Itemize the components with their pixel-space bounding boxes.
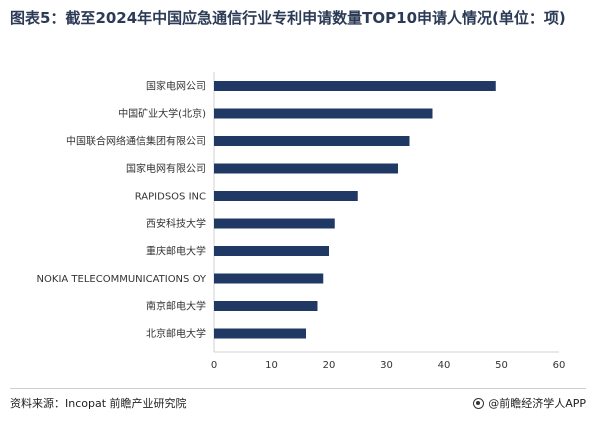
bar (214, 81, 496, 91)
category-label: NOKIA TELECOMMUNICATIONS OY (37, 274, 207, 285)
category-label: 国家电网公司 (146, 80, 206, 93)
bar (214, 136, 410, 146)
bar (214, 163, 398, 174)
footer-divider (10, 388, 586, 389)
bar (214, 191, 358, 201)
bar (214, 108, 433, 119)
category-label: 北京邮电大学 (146, 327, 206, 340)
category-label: 中国联合网络通信集团有限公司 (66, 135, 206, 148)
bar (214, 273, 324, 284)
brand-text: @前瞻经济学人APP (488, 397, 586, 410)
x-tick-label: 10 (265, 360, 278, 371)
bar (214, 301, 318, 311)
bar (214, 218, 335, 229)
category-label: 中国矿业大学(北京) (118, 107, 206, 120)
source-note: 资料来源：Incopat 前瞻产业研究院 (10, 397, 187, 410)
brand-logo-icon (473, 397, 485, 409)
x-tick-label: 0 (211, 360, 217, 371)
x-tick-label: 50 (495, 360, 508, 371)
x-tick-label: 30 (380, 360, 393, 371)
bar (214, 328, 306, 339)
chart-title: 图表5：截至2024年中国应急通信行业专利申请数量TOP10申请人情况(单位：项… (10, 9, 566, 27)
category-label: 国家电网有限公司 (126, 162, 206, 175)
category-label: 西安科技大学 (146, 217, 206, 230)
category-label: 南京邮电大学 (146, 300, 206, 313)
x-tick-label: 60 (553, 360, 566, 371)
brand-credit: @前瞻经济学人APP (473, 395, 586, 411)
x-tick-label: 40 (438, 360, 451, 371)
category-label: RAPIDSOS INC (135, 192, 206, 203)
bar (214, 246, 329, 256)
category-label: 重庆邮电大学 (146, 245, 206, 258)
x-tick-label: 20 (323, 360, 336, 371)
